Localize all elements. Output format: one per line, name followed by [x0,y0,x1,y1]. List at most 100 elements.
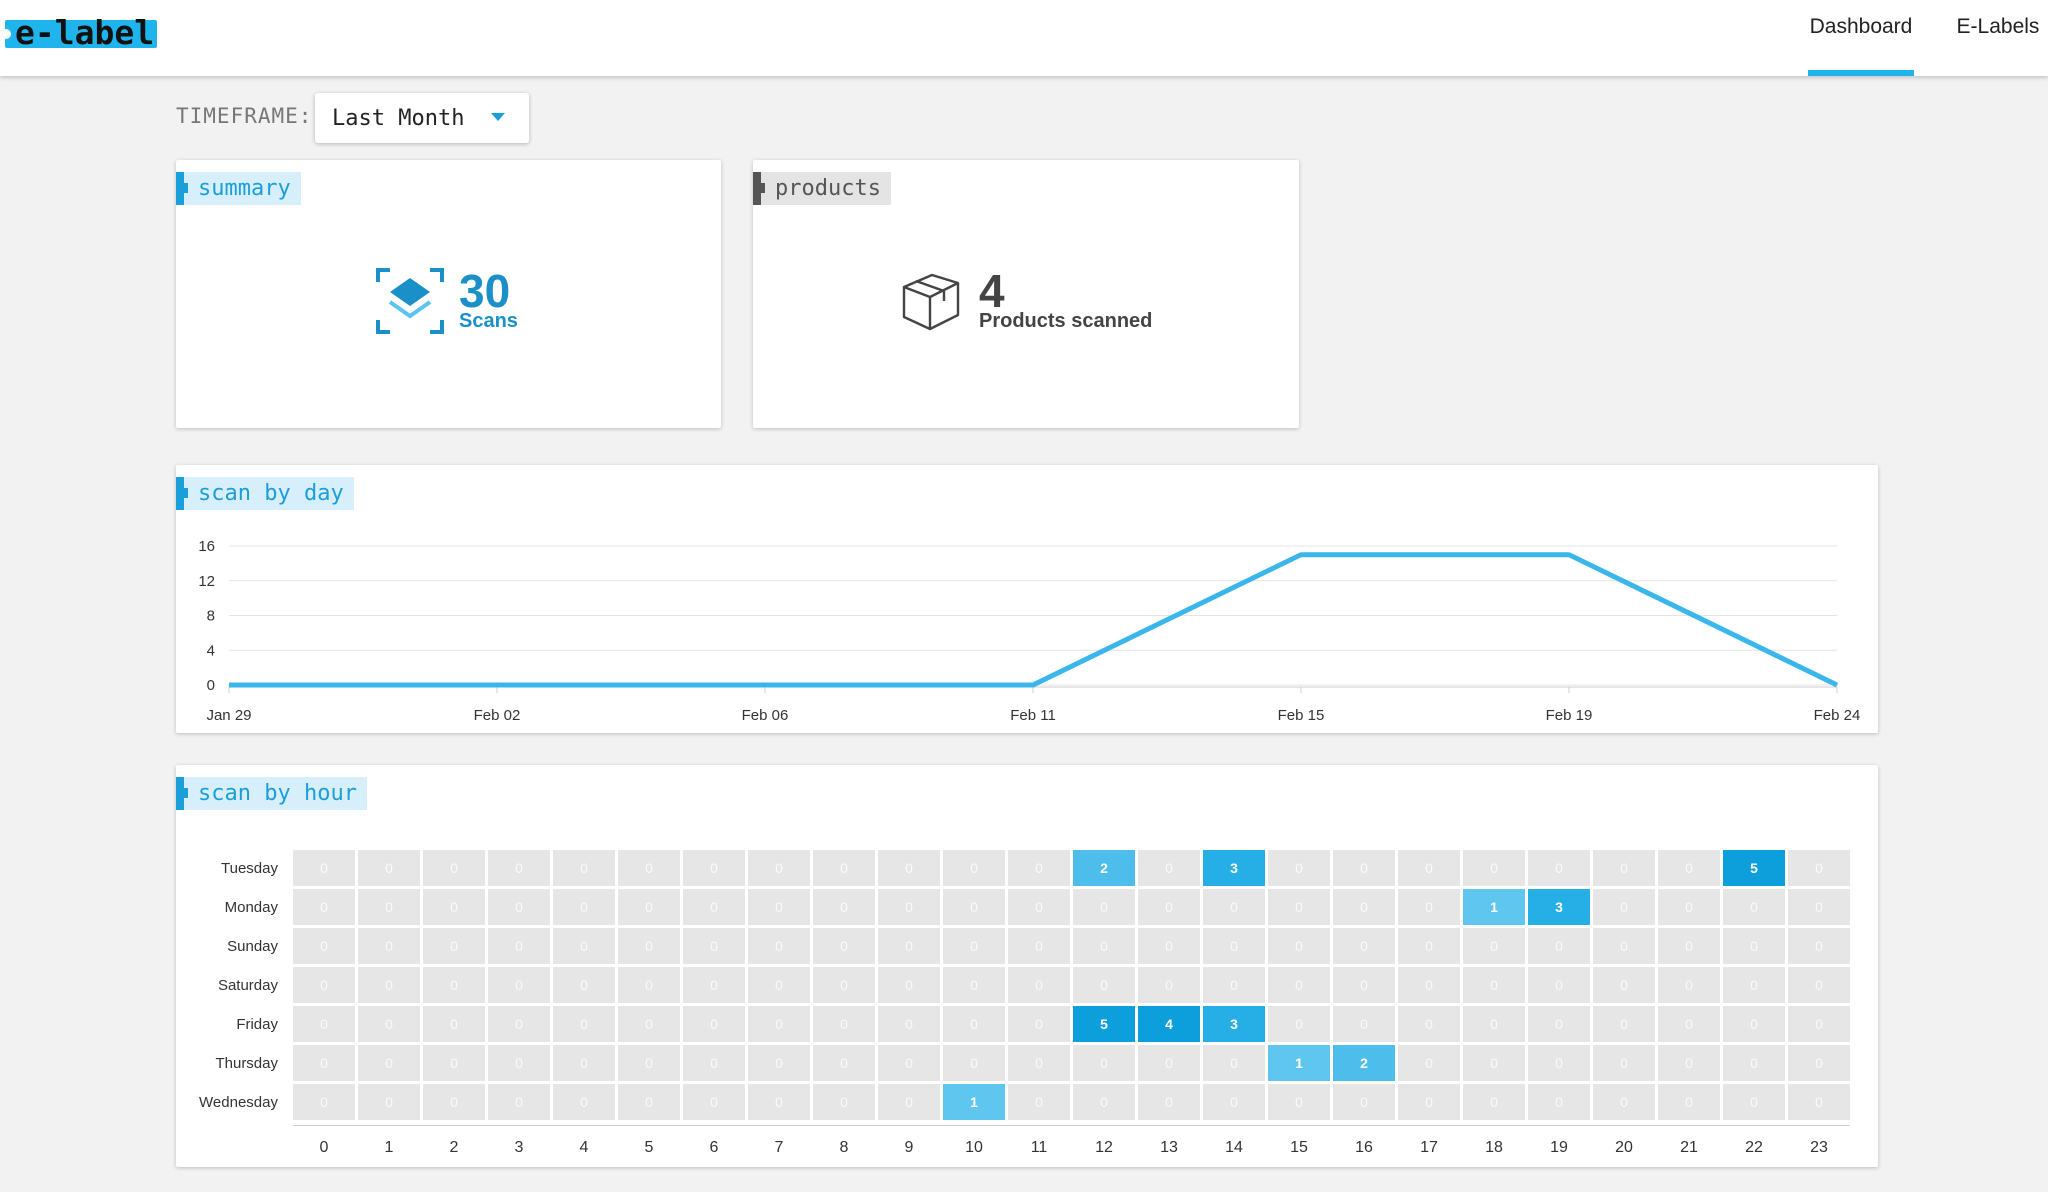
heatmap-cell: 0 [878,889,940,925]
logo-text: e-label [15,13,155,52]
scan-by-hour-heatmap: Tuesday 0 0 0 0 0 0 0 0 0 0 0 0 2 0 3 0 0 0 0 0 0 0 5 0 Monday 0 0 0… [176,765,1878,1167]
heatmap-cell: 0 [1398,1006,1460,1042]
heatmap-cell: 0 [1723,889,1785,925]
heatmap-cell: 0 [293,928,355,964]
heatmap-cell: 0 [1203,928,1265,964]
heatmap-cell: 0 [1138,889,1200,925]
heatmap-column-label: 12 [1095,1139,1113,1156]
scan-by-day-line-chart: 0 4 8 12 16 Jan 29 Feb 02 Feb 06 Feb 11 Feb 15 Feb… [198,538,1860,724]
heatmap-cell: 0 [1333,928,1395,964]
products-count-label: Products scanned [979,310,1153,332]
heatmap-cell: 0 [1788,850,1850,886]
heatmap-cell: 0 [423,967,485,1003]
heatmap-cell: 0 [1528,967,1590,1003]
heatmap-cell: 0 [1268,889,1330,925]
tag-nub [182,183,188,193]
heatmap-cell: 2 [1333,1045,1395,1081]
heatmap-cell: 0 [683,1045,745,1081]
data-point [1568,554,1570,556]
heatmap-cell: 0 [1268,850,1330,886]
data-point [228,684,230,686]
heatmap-cell: 0 [1723,1084,1785,1120]
heatmap-cell: 0 [1268,1006,1330,1042]
heatmap-row-label: Sunday [227,938,278,955]
heatmap-cell: 0 [1593,967,1655,1003]
heatmap-cell: 0 [878,1045,940,1081]
heatmap-row-label: Thursday [215,1055,278,1072]
data-point [1032,684,1034,686]
data-point [496,684,498,686]
heatmap-cell: 0 [618,967,680,1003]
heatmap-cell: 0 [553,967,615,1003]
tag-bar [176,477,184,510]
heatmap-cell: 0 [1008,850,1070,886]
heatmap-cell: 0 [748,1045,810,1081]
x-tick-label: Feb 11 [1010,707,1056,724]
tab-dashboard[interactable]: Dashboard [1808,0,1914,76]
heatmap-cell: 0 [358,1084,420,1120]
heatmap-cell: 0 [1463,1006,1525,1042]
scan-by-day-tag: scan by day [176,477,354,510]
heatmap-cell: 0 [1203,1045,1265,1081]
heatmap-cell: 0 [683,928,745,964]
heatmap-cell: 0 [748,889,810,925]
heatmap-cell: 0 [1528,928,1590,964]
heatmap-cell: 0 [1463,1084,1525,1120]
heatmap-cell: 0 [943,1006,1005,1042]
heatmap-cell: 0 [618,850,680,886]
heatmap-cell: 0 [423,889,485,925]
summary-tag-label: summary [198,176,291,201]
heatmap-column-label: 2 [449,1139,459,1156]
heatmap-cell: 0 [1138,1045,1200,1081]
heatmap-cell: 0 [943,850,1005,886]
heatmap-cell: 0 [488,1084,550,1120]
heatmap-cell: 0 [1463,967,1525,1003]
x-tick-label: Feb 06 [742,707,789,724]
heatmap-cell: 0 [1398,1045,1460,1081]
heatmap-column-label: 19 [1550,1139,1568,1156]
heatmap-cell: 0 [683,1006,745,1042]
tab-e-labels[interactable]: E-Labels [1952,0,2044,76]
heatmap-cell: 0 [293,1084,355,1120]
heatmap-cell: 0 [878,928,940,964]
heatmap-cell: 0 [1203,967,1265,1003]
heatmap-cell: 0 [1723,1006,1785,1042]
heatmap-cell: 0 [1463,850,1525,886]
heatmap-cell: 0 [1073,1084,1135,1120]
heatmap-cell: 0 [553,1084,615,1120]
products-card: products 4 Products scanned [753,160,1299,428]
scan-by-hour-tag-label: scan by hour [198,781,357,806]
heatmap-cell: 0 [1593,1006,1655,1042]
heatmap-cell: 0 [553,889,615,925]
heatmap-cell: 0 [1788,1006,1850,1042]
heatmap-column-label: 4 [579,1139,589,1156]
x-tick-label: Jan 29 [206,707,251,724]
x-tick-label: Feb 15 [1278,707,1325,724]
heatmap-cell: 0 [293,889,355,925]
heatmap-cell: 0 [1788,928,1850,964]
heatmap-cell: 3 [1528,889,1590,925]
heatmap-cell: 0 [1333,1084,1395,1120]
heatmap-cell: 0 [553,1006,615,1042]
heatmap-cell: 0 [1073,928,1135,964]
timeframe-select[interactable]: Last Month [315,93,529,143]
products-tag: products [753,172,891,205]
data-point [1836,684,1838,686]
heatmap-cell: 0 [1788,1045,1850,1081]
heatmap-column-label: 9 [904,1139,914,1156]
summary-card: summary 30 Scans [176,160,721,428]
heatmap-cell: 0 [1203,1084,1265,1120]
heatmap-cell: 0 [1788,889,1850,925]
heatmap-cell: 0 [683,850,745,886]
e-label-logo[interactable]: e-label [1,15,157,51]
heatmap-cell: 0 [293,850,355,886]
tag-bar [176,777,184,810]
heatmap-cell: 0 [1008,928,1070,964]
tag-nub [182,488,188,498]
heatmap-cell: 0 [1333,850,1395,886]
tag-nub [759,183,765,193]
heatmap-cell: 0 [943,1045,1005,1081]
heatmap-cell: 0 [1008,1084,1070,1120]
heatmap-cell: 0 [813,1045,875,1081]
summary-tag: summary [176,172,301,205]
